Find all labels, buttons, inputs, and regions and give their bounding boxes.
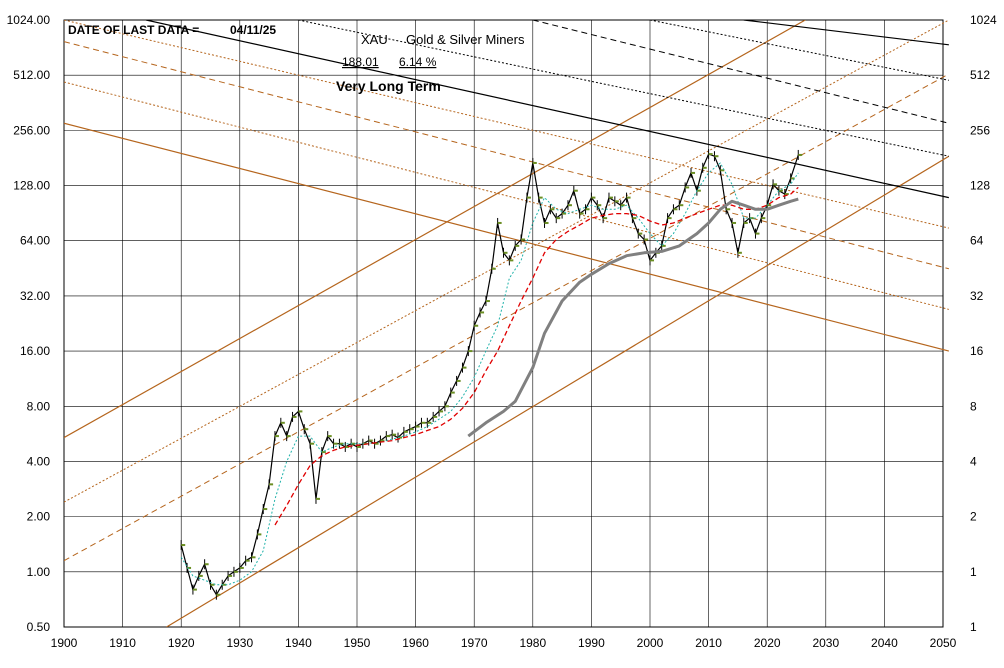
trend-line-black_main_down <box>145 20 949 199</box>
x-tick-label: 1910 <box>109 636 136 650</box>
x-tick-label: 2030 <box>812 636 839 650</box>
x-tick-label: 1960 <box>402 636 429 650</box>
x-tick-label: 1970 <box>461 636 488 650</box>
x-tick-label: 2000 <box>637 636 664 650</box>
y-tick-label-left: 2.00 <box>27 510 51 524</box>
trend-line-channel_solid_up_2 <box>64 20 806 439</box>
x-tick-label: 2010 <box>695 636 722 650</box>
trend-line-channel_solid_down_1 <box>64 122 950 352</box>
y-tick-label-right: 2 <box>970 510 977 524</box>
series-line-price <box>180 153 799 596</box>
series-line-ma_long <box>467 197 799 438</box>
y-tick-label-right: 256 <box>970 123 990 137</box>
y-tick-label-left: 256.00 <box>13 123 50 137</box>
change-label: 6.14 % <box>399 55 437 69</box>
y-tick-label-right: 8 <box>970 399 977 413</box>
trend-line-channel_main_up <box>166 155 950 627</box>
ticker-label: XAU <box>361 32 388 47</box>
trend-line-black_dash_down_1 <box>532 20 949 124</box>
y-tick-label-left: 4.00 <box>27 454 51 468</box>
x-tick-label: 1980 <box>519 636 546 650</box>
y-tick-label-right: 1024 <box>970 13 997 27</box>
y-tick-label-left: 0.50 <box>27 620 51 634</box>
x-tick-label: 1920 <box>168 636 195 650</box>
last-data-label: DATE OF LAST DATA = <box>68 23 199 37</box>
series <box>180 149 803 600</box>
y-tick-label-right: 32 <box>970 289 984 303</box>
y-tick-label-left: 64.00 <box>20 234 50 248</box>
last-data-date: 04/11/25 <box>230 23 276 37</box>
trend-line-black_dot_down_2 <box>649 20 949 81</box>
x-tick-label: 2040 <box>871 636 898 650</box>
x-tick-label: 1940 <box>285 636 312 650</box>
trend-line-channel_dot_down_1 <box>64 81 949 310</box>
y-tick-label-right: 64 <box>970 234 984 248</box>
annotations: DATE OF LAST DATA = 04/11/25 XAU Gold & … <box>68 23 525 94</box>
trend-line-channel_dot_down_2 <box>64 20 949 229</box>
series-line-ma_short <box>180 162 799 586</box>
x-tick-label: 2020 <box>754 636 781 650</box>
y-tick-label-left: 1024.00 <box>7 13 51 27</box>
y-tick-label-left: 8.00 <box>27 399 51 413</box>
trend-group <box>64 20 950 627</box>
y-tick-label-left: 512.00 <box>13 68 50 82</box>
x-tick-label: 1990 <box>578 636 605 650</box>
x-tick-label: 2050 <box>930 636 957 650</box>
y-tick-label-right: 1 <box>970 565 977 579</box>
last-value-label: 188.01 <box>342 55 379 69</box>
trend-line-black_solid_down_2 <box>743 20 949 46</box>
axes: 1900 1910 1920 1930 1940 1950 1960 1970 1980 1990… <box>7 13 997 650</box>
trend-lines <box>64 20 950 627</box>
y-tick-label-left: 128.00 <box>13 179 50 193</box>
y-tick-label-right: 1 <box>970 620 977 634</box>
grid <box>63 19 944 628</box>
trend-line-channel_dash_down_1 <box>64 41 949 270</box>
y-tick-label-left: 16.00 <box>20 344 50 358</box>
y-tick-label-right: 512 <box>970 68 990 82</box>
x-tick-label: 1930 <box>226 636 253 650</box>
x-tick-label: 1900 <box>51 636 78 650</box>
horizon-label: Very Long Term <box>336 78 441 94</box>
y-tick-label-right: 16 <box>970 344 984 358</box>
y-tick-label-right: 128 <box>970 179 990 193</box>
trend-line-black_dot_down_1 <box>298 20 949 157</box>
y-tick-label-left: 1.00 <box>27 565 51 579</box>
y-tick-label-left: 32.00 <box>20 289 50 303</box>
series-name-label: Gold & Silver Miners <box>406 32 525 47</box>
y-tick-label-right: 4 <box>970 454 977 468</box>
x-tick-label: 1950 <box>344 636 371 650</box>
